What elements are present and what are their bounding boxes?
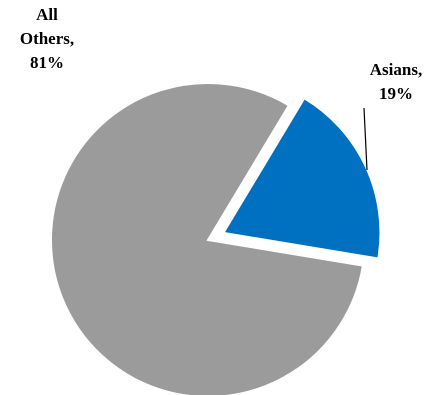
- data-label-asians: Asians, 19%: [370, 60, 422, 103]
- data-labels: Asians, 19% All Others, 81%: [20, 5, 422, 103]
- pie-slice-asians: [221, 96, 382, 260]
- data-label-all-others: All Others, 81%: [20, 5, 74, 72]
- leader-line-asians: [363, 107, 368, 171]
- pie-slice-all-others: [50, 82, 365, 395]
- leader-lines: [363, 107, 368, 171]
- pie-slices: [50, 82, 382, 395]
